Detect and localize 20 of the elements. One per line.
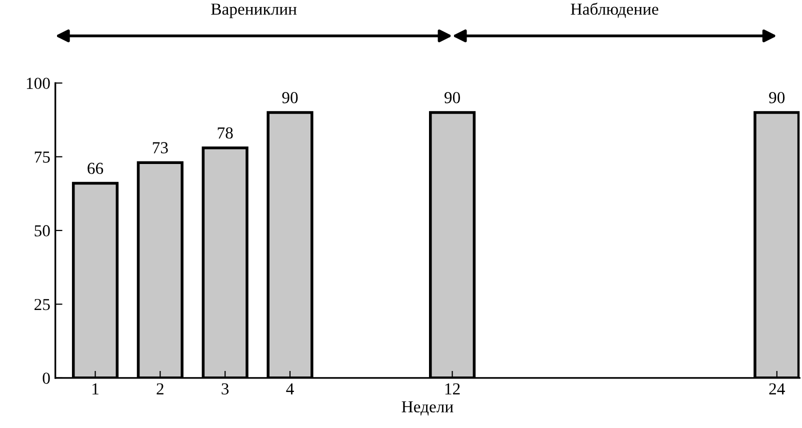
data-label: 66 — [88, 162, 104, 174]
x-tick-label: 1 — [92, 383, 98, 394]
x-axis-title: Недели — [402, 401, 454, 416]
y-tick-label: 25 — [34, 298, 50, 310]
x-tick-label: 4 — [286, 383, 294, 394]
y-tick-label: 50 — [34, 225, 50, 236]
y-tick-label: 100 — [26, 78, 50, 89]
y-tick-label: 0 — [42, 372, 50, 384]
data-label: 78 — [218, 127, 233, 139]
data-label: 90 — [769, 92, 785, 104]
y-tick-label: 75 — [34, 152, 50, 163]
data-label: 73 — [152, 142, 168, 154]
data-label: 90 — [444, 92, 460, 104]
text: Наблюдение — [570, 2, 658, 18]
x-tick-label: 2 — [156, 383, 164, 394]
x-tick-label: 12 — [445, 383, 460, 394]
text: Варениклин — [211, 4, 297, 18]
x-tick-label: 3 — [222, 383, 229, 395]
x-tick-label: 24 — [769, 383, 785, 394]
data-label: 90 — [282, 92, 298, 104]
